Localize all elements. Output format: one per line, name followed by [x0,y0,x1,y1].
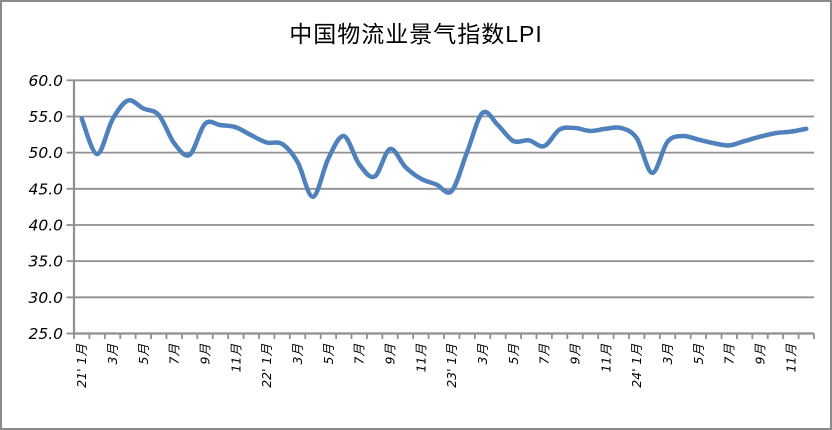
x-tick-label: 7月 [537,344,552,365]
x-tick-label: 9月 [383,344,398,365]
x-tick-label: 9月 [753,344,768,365]
x-tick-labels: 21' 1月 3月 5月 7月 9月 11月 22' 1月 3月 5月 7月 9月 11月 23' 1月… [74,344,798,388]
x-tick-label: 3月 [660,344,675,365]
x-tick-label: 7月 [722,344,737,365]
x-tick-label: 11月 [413,344,428,373]
x-tick-label: 22' 1月 [259,344,274,388]
y-gridlines [74,79,814,299]
y-tick-label: 30.0 [28,289,63,307]
x-tick-label: 3月 [105,344,120,365]
x-tick-label: 5月 [506,344,521,365]
x-tick-label: 11月 [228,344,243,373]
x-tick-label: 21' 1月 [74,344,89,388]
x-axis-ticks [73,333,815,339]
x-tick-label: 3月 [290,344,305,365]
x-tick-label: 5月 [136,344,151,365]
x-tick-label: 24' 1月 [629,344,644,388]
y-tick-label: 50.0 [28,144,63,162]
x-tick-label: 11月 [783,344,798,373]
x-tick-label: 7月 [167,344,182,365]
x-tick-label: 5月 [691,344,706,365]
y-tick-label: 60.0 [28,72,63,90]
x-tick-label: 11月 [598,344,613,373]
x-tick-label: 23' 1月 [444,344,459,388]
x-tick-label: 5月 [321,344,336,365]
y-tick-labels: 60.0 55.0 50.0 45.0 40.0 35.0 30.0 25.0 [28,72,63,343]
y-tick-label: 35.0 [28,253,63,271]
y-axis-ticks [66,79,74,335]
y-tick-label: 40.0 [28,216,63,234]
x-tick-label: 3月 [475,344,490,365]
axes [72,80,814,335]
x-tick-label: 9月 [568,344,583,365]
chart-title: 中国物流业景气指数LPI [289,21,543,47]
y-tick-label: 45.0 [28,180,63,198]
y-tick-label: 25.0 [28,325,63,343]
x-tick-label: 7月 [352,344,367,365]
lpi-series-line [79,98,809,200]
y-tick-label: 55.0 [28,108,63,126]
x-tick-label: 9月 [198,344,213,365]
